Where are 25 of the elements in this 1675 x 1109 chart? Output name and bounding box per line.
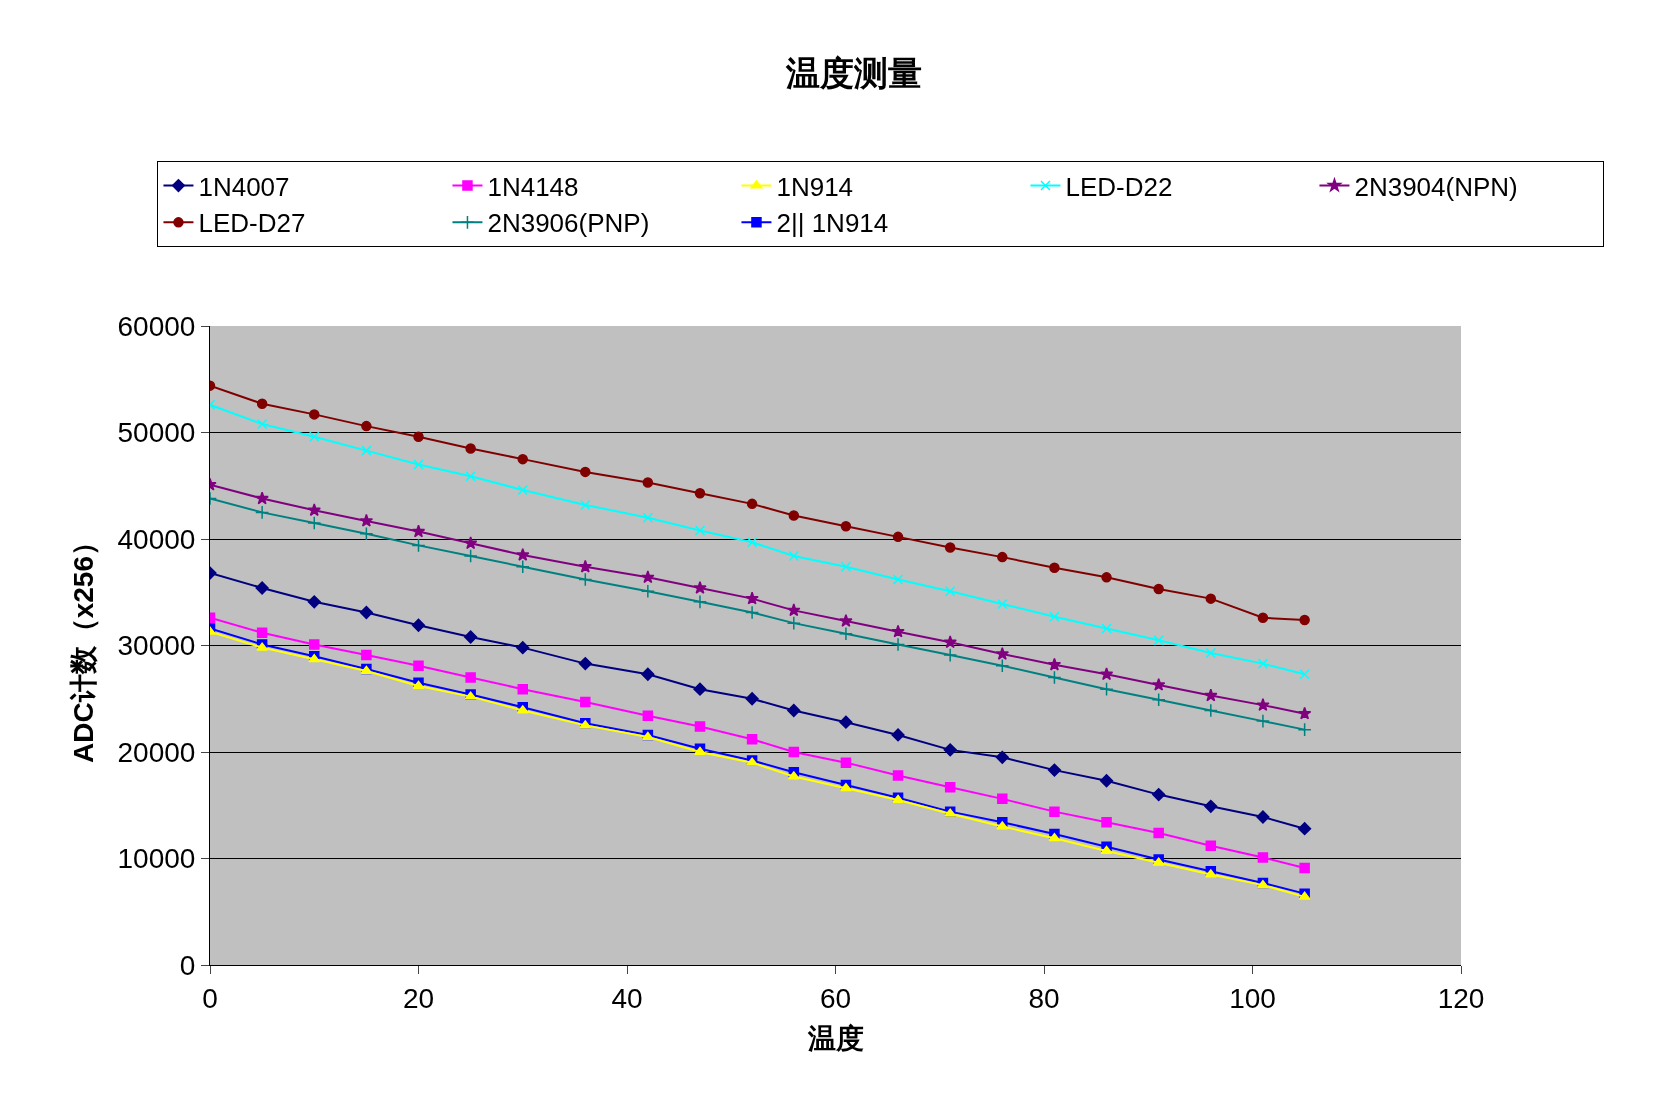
chart-title: 温度测量 bbox=[785, 53, 923, 92]
legend-label: LED-D22 bbox=[1065, 171, 1173, 202]
y-tick-label: 10000 bbox=[117, 843, 196, 875]
x-tick-label: 120 bbox=[1437, 982, 1485, 1014]
x-tick-label: 100 bbox=[1229, 982, 1276, 1014]
x-tick-label: 20 bbox=[402, 982, 435, 1014]
y-tick-label: 20000 bbox=[117, 736, 196, 768]
y-tick-label: 0 bbox=[179, 949, 196, 981]
x-axis-title: 温度 bbox=[806, 1022, 864, 1054]
legend-label: 2|| 1N914 bbox=[776, 208, 889, 239]
legend-label: 2N3904(NPN) bbox=[1354, 171, 1518, 202]
y-tick-label: 50000 bbox=[117, 417, 196, 449]
legend-label: LED-D27 bbox=[198, 208, 306, 239]
legend-label: 1N4148 bbox=[487, 171, 579, 202]
x-tick-label: 40 bbox=[611, 982, 643, 1014]
legend-label: 2N3906(PNP) bbox=[487, 208, 650, 239]
y-tick-label: 40000 bbox=[117, 523, 196, 555]
legend-label: 1N914 bbox=[776, 171, 854, 202]
y-tick-label: 60000 bbox=[117, 310, 196, 342]
legend-label: 1N4007 bbox=[198, 171, 290, 202]
x-tick-label: 0 bbox=[202, 982, 218, 1014]
y-axis-title: ADC计数（x256） bbox=[68, 528, 100, 763]
y-tick-label: 30000 bbox=[117, 630, 196, 662]
x-tick-label: 80 bbox=[1028, 982, 1060, 1014]
x-tick-label: 60 bbox=[819, 982, 852, 1014]
